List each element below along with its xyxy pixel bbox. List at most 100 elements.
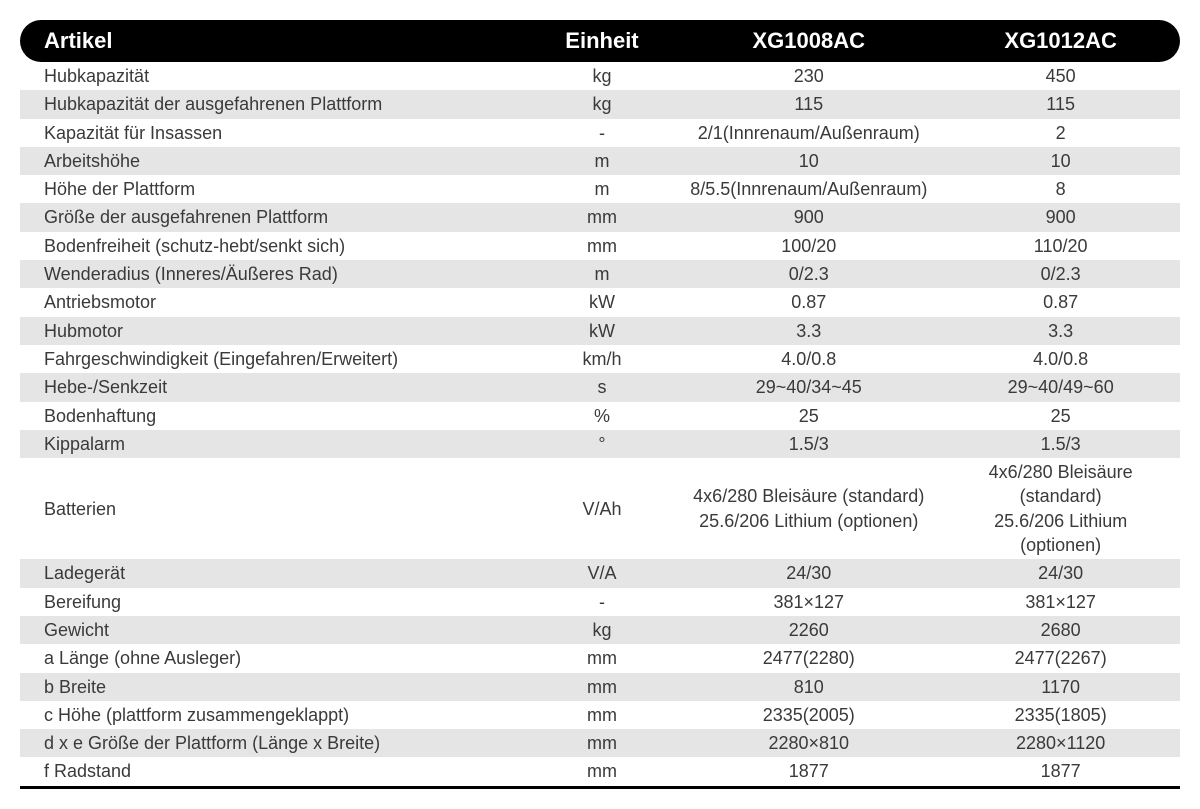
cell-model-2: 110/20: [941, 232, 1180, 260]
cell-unit: mm: [528, 757, 676, 787]
table-header-row: Artikel Einheit XG1008AC XG1012AC: [20, 20, 1180, 62]
cell-article: Bereifung: [20, 588, 528, 616]
cell-article: Hebe-/Senkzeit: [20, 373, 528, 401]
cell-model-2: 900: [941, 203, 1180, 231]
cell-unit: kW: [528, 288, 676, 316]
cell-model-1: 24/30: [676, 559, 941, 587]
table-bottom-rule: [20, 787, 1180, 789]
cell-model-1: 900: [676, 203, 941, 231]
cell-model-2: 24/30: [941, 559, 1180, 587]
cell-article: Batterien: [20, 458, 528, 559]
cell-model-2: 10: [941, 147, 1180, 175]
cell-model-1: 4x6/280 Bleisäure (standard) 25.6/206 Li…: [676, 458, 941, 559]
cell-article: Antriebsmotor: [20, 288, 528, 316]
cell-unit: -: [528, 588, 676, 616]
cell-model-1: 25: [676, 402, 941, 430]
cell-model-2: 0.87: [941, 288, 1180, 316]
cell-model-1: 4.0/0.8: [676, 345, 941, 373]
cell-model-1: 2477(2280): [676, 644, 941, 672]
cell-unit: V/Ah: [528, 458, 676, 559]
cell-model-1: 230: [676, 62, 941, 90]
table-row: Gewichtkg22602680: [20, 616, 1180, 644]
cell-unit: mm: [528, 203, 676, 231]
cell-model-1: 2/1(Innrenaum/Außenraum): [676, 119, 941, 147]
cell-article: Wenderadius (Inneres/Äußeres Rad): [20, 260, 528, 288]
cell-model-2: 2680: [941, 616, 1180, 644]
cell-article: Fahrgeschwindigkeit (Eingefahren/Erweite…: [20, 345, 528, 373]
cell-article: Arbeitshöhe: [20, 147, 528, 175]
cell-model-2: 1.5/3: [941, 430, 1180, 458]
table-row: Arbeitshöhem1010: [20, 147, 1180, 175]
cell-article: Höhe der Plattform: [20, 175, 528, 203]
col-header-model-1: XG1008AC: [676, 20, 941, 62]
cell-unit: mm: [528, 232, 676, 260]
table-row: d x e Größe der Plattform (Länge x Breit…: [20, 729, 1180, 757]
cell-model-1: 29~40/34~45: [676, 373, 941, 401]
table-row: Bodenhaftung%2525: [20, 402, 1180, 430]
table-row: Hebe-/Senkzeits29~40/34~4529~40/49~60: [20, 373, 1180, 401]
table-row: Wenderadius (Inneres/Äußeres Rad)m0/2.30…: [20, 260, 1180, 288]
cell-unit: -: [528, 119, 676, 147]
table-row: AntriebsmotorkW0.870.87: [20, 288, 1180, 316]
cell-article: Kapazität für Insassen: [20, 119, 528, 147]
cell-article: c Höhe (plattform zusammengeklappt): [20, 701, 528, 729]
cell-unit: kg: [528, 62, 676, 90]
table-row: c Höhe (plattform zusammengeklappt)mm233…: [20, 701, 1180, 729]
cell-model-1: 381×127: [676, 588, 941, 616]
cell-model-2: 0/2.3: [941, 260, 1180, 288]
table-row: Bereifung-381×127381×127: [20, 588, 1180, 616]
table-row: Hubkapazität der ausgefahrenen Plattform…: [20, 90, 1180, 118]
table-row: HubmotorkW3.33.3: [20, 317, 1180, 345]
cell-unit: V/A: [528, 559, 676, 587]
cell-unit: °: [528, 430, 676, 458]
cell-model-2: 450: [941, 62, 1180, 90]
cell-unit: mm: [528, 701, 676, 729]
table-row: b Breitemm8101170: [20, 673, 1180, 701]
cell-article: Hubkapazität der ausgefahrenen Plattform: [20, 90, 528, 118]
cell-model-2: 25: [941, 402, 1180, 430]
cell-model-1: 2280×810: [676, 729, 941, 757]
cell-unit: m: [528, 147, 676, 175]
cell-model-2: 2280×1120: [941, 729, 1180, 757]
cell-unit: km/h: [528, 345, 676, 373]
cell-unit: kg: [528, 90, 676, 118]
cell-model-1: 1877: [676, 757, 941, 787]
col-header-article: Artikel: [20, 20, 528, 62]
cell-article: Kippalarm: [20, 430, 528, 458]
cell-model-1: 10: [676, 147, 941, 175]
table-row: LadegerätV/A24/3024/30: [20, 559, 1180, 587]
col-header-unit: Einheit: [528, 20, 676, 62]
cell-article: Ladegerät: [20, 559, 528, 587]
cell-article: Größe der ausgefahrenen Plattform: [20, 203, 528, 231]
cell-model-1: 810: [676, 673, 941, 701]
table-row: f Radstandmm18771877: [20, 757, 1180, 787]
cell-model-1: 115: [676, 90, 941, 118]
table-row: Bodenfreiheit (schutz-hebt/senkt sich)mm…: [20, 232, 1180, 260]
cell-model-1: 2335(2005): [676, 701, 941, 729]
cell-unit: mm: [528, 644, 676, 672]
cell-model-2: 1877: [941, 757, 1180, 787]
cell-unit: m: [528, 260, 676, 288]
cell-unit: kW: [528, 317, 676, 345]
cell-model-2: 2: [941, 119, 1180, 147]
table-row: Kippalarm°1.5/31.5/3: [20, 430, 1180, 458]
table-row: BatterienV/Ah4x6/280 Bleisäure (standard…: [20, 458, 1180, 559]
table-row: Hubkapazitätkg230450: [20, 62, 1180, 90]
cell-article: f Radstand: [20, 757, 528, 787]
cell-article: b Breite: [20, 673, 528, 701]
cell-model-2: 4.0/0.8: [941, 345, 1180, 373]
cell-article: Hubkapazität: [20, 62, 528, 90]
table-row: Fahrgeschwindigkeit (Eingefahren/Erweite…: [20, 345, 1180, 373]
cell-article: Bodenhaftung: [20, 402, 528, 430]
cell-model-1: 2260: [676, 616, 941, 644]
cell-unit: kg: [528, 616, 676, 644]
cell-unit: mm: [528, 729, 676, 757]
cell-model-2: 3.3: [941, 317, 1180, 345]
cell-model-1: 0/2.3: [676, 260, 941, 288]
cell-model-2: 2477(2267): [941, 644, 1180, 672]
cell-article: Hubmotor: [20, 317, 528, 345]
spec-table: Artikel Einheit XG1008AC XG1012AC Hubkap…: [20, 20, 1180, 789]
cell-model-1: 100/20: [676, 232, 941, 260]
cell-unit: s: [528, 373, 676, 401]
cell-article: d x e Größe der Plattform (Länge x Breit…: [20, 729, 528, 757]
